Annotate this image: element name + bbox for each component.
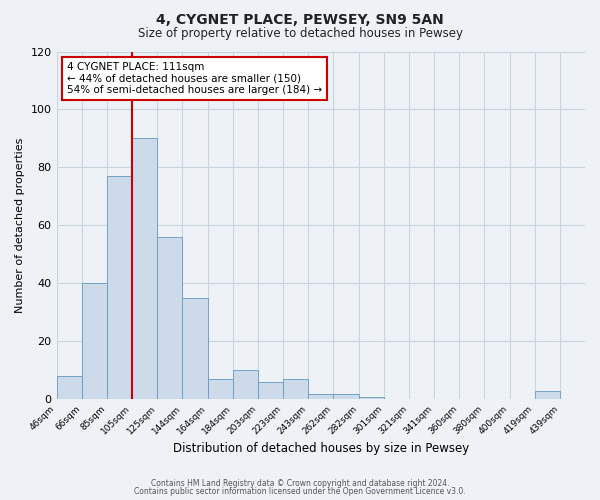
- Bar: [56, 376, 82, 400]
- Bar: [233, 370, 258, 400]
- Bar: [107, 176, 132, 400]
- Bar: [208, 379, 233, 400]
- Bar: [283, 379, 308, 400]
- Bar: [182, 298, 208, 400]
- Bar: [132, 138, 157, 400]
- Bar: [334, 394, 359, 400]
- Text: Size of property relative to detached houses in Pewsey: Size of property relative to detached ho…: [137, 28, 463, 40]
- Bar: [258, 382, 283, 400]
- Text: 4 CYGNET PLACE: 111sqm
← 44% of detached houses are smaller (150)
54% of semi-de: 4 CYGNET PLACE: 111sqm ← 44% of detached…: [67, 62, 322, 95]
- Bar: [359, 396, 383, 400]
- Bar: [535, 391, 560, 400]
- Text: Contains public sector information licensed under the Open Government Licence v3: Contains public sector information licen…: [134, 487, 466, 496]
- Bar: [308, 394, 334, 400]
- Bar: [82, 284, 107, 400]
- Text: 4, CYGNET PLACE, PEWSEY, SN9 5AN: 4, CYGNET PLACE, PEWSEY, SN9 5AN: [156, 12, 444, 26]
- X-axis label: Distribution of detached houses by size in Pewsey: Distribution of detached houses by size …: [173, 442, 469, 455]
- Y-axis label: Number of detached properties: Number of detached properties: [15, 138, 25, 313]
- Bar: [157, 237, 182, 400]
- Text: Contains HM Land Registry data © Crown copyright and database right 2024.: Contains HM Land Registry data © Crown c…: [151, 478, 449, 488]
